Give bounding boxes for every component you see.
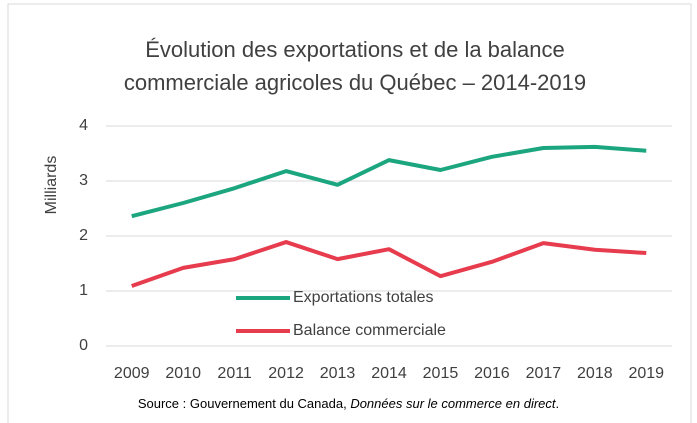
x-tick-label: 2015 [423, 365, 459, 382]
x-tick-label: 2013 [320, 365, 356, 382]
x-tick-label: 2019 [628, 365, 664, 382]
y-axis-label: Milliards [43, 156, 60, 215]
x-tick-label: 2009 [114, 365, 150, 382]
source: Source : Gouvernement du Canada, Données… [0, 396, 697, 411]
x-tick-label: 2016 [474, 365, 510, 382]
y-tick-label: 0 [79, 337, 88, 354]
x-tick-label: 2011 [217, 365, 252, 382]
x-tick-label: 2018 [577, 365, 613, 382]
y-tick-label: 1 [79, 282, 88, 299]
y-tick-label: 2 [79, 227, 88, 244]
source-italic: Données sur le commerce en direct [350, 396, 556, 411]
chart-title: Évolution des exportations et de la bala… [123, 37, 587, 95]
series-line [131, 144, 647, 219]
series-line [131, 240, 647, 288]
source-suffix: . [555, 396, 560, 411]
legend-label: Exportations totales [293, 289, 434, 306]
x-tick-label: 2017 [526, 365, 562, 382]
legend-label: Balance commerciale [293, 322, 446, 339]
source-prefix: Source : Gouvernement du Canada, [137, 396, 351, 411]
x-tick-label: 2010 [165, 365, 201, 382]
y-tick-label: 4 [79, 117, 88, 134]
chart-border [7, 3, 692, 423]
y-tick-label: 3 [79, 172, 88, 189]
x-tick-label: 2012 [268, 365, 304, 382]
x-tick-label: 2014 [371, 365, 407, 382]
